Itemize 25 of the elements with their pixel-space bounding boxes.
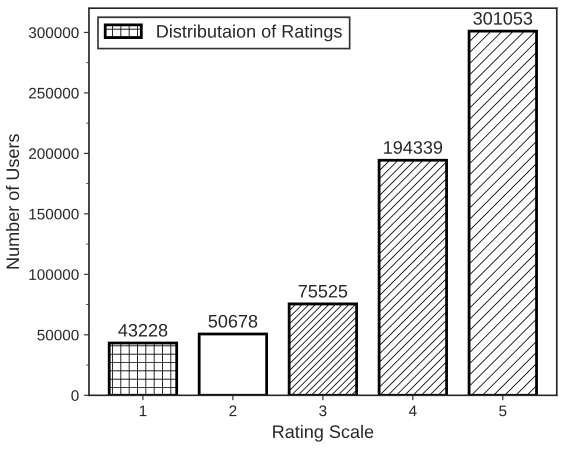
data-label: 301053 (473, 12, 532, 25)
y-tick-label: 0 (71, 390, 79, 401)
bar (378, 158, 448, 396)
data-label: 43228 (118, 324, 168, 337)
legend-label: Distributaion of Ratings (157, 24, 342, 42)
data-label: 194339 (384, 141, 442, 154)
x-tick-label: 1 (140, 406, 146, 416)
y-tick-label: 100000 (29, 269, 79, 280)
bar (108, 342, 178, 396)
x-axis-title: Rating Scale (273, 424, 374, 442)
bar (468, 30, 538, 396)
y-tick-label: 250000 (29, 88, 79, 99)
data-label: 50678 (208, 314, 258, 328)
x-tick-label: 5 (499, 406, 506, 416)
y-tick-label: 300000 (28, 27, 79, 38)
y-tick-label: 200000 (29, 148, 79, 160)
y-axis-title: Number of Users (6, 134, 20, 269)
bar (288, 302, 358, 396)
bar (198, 332, 268, 396)
data-label: 75525 (298, 284, 348, 298)
x-tick-label: 2 (229, 405, 236, 416)
x-tick-label: 3 (319, 405, 326, 416)
y-tick-label: 150000 (29, 208, 79, 220)
x-tick-label: 4 (408, 406, 417, 416)
y-tick-label: 50000 (37, 330, 79, 341)
